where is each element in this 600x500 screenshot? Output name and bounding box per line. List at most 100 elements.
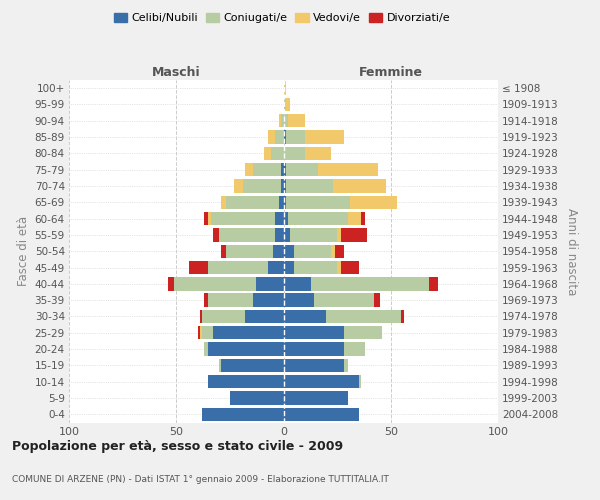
Bar <box>284 358 344 372</box>
Bar <box>284 228 290 241</box>
Bar <box>290 228 337 241</box>
Bar <box>208 294 253 307</box>
Bar <box>202 326 213 340</box>
Bar <box>318 163 378 176</box>
Bar <box>286 98 290 111</box>
Text: Maschi: Maschi <box>152 66 200 79</box>
Bar <box>284 294 314 307</box>
Bar <box>245 310 284 323</box>
Bar <box>275 228 284 241</box>
Bar <box>208 375 284 388</box>
Bar <box>284 180 286 192</box>
Bar <box>284 392 348 404</box>
Bar <box>221 358 284 372</box>
Bar <box>264 146 271 160</box>
Bar <box>284 146 305 160</box>
Bar <box>284 244 294 258</box>
Bar <box>202 310 245 323</box>
Bar <box>286 196 350 209</box>
Bar <box>281 114 284 128</box>
Bar <box>284 98 286 111</box>
Bar <box>230 392 284 404</box>
Bar <box>284 130 286 144</box>
Bar <box>284 114 288 128</box>
Bar <box>221 196 226 209</box>
Bar <box>284 82 286 95</box>
Bar <box>279 114 281 128</box>
Bar <box>221 244 226 258</box>
Bar <box>208 212 211 226</box>
Bar <box>273 244 284 258</box>
Bar <box>226 196 279 209</box>
Bar <box>294 244 331 258</box>
Bar <box>208 261 268 274</box>
Bar <box>271 146 284 160</box>
Text: Popolazione per età, sesso e stato civile - 2009: Popolazione per età, sesso e stato civil… <box>12 440 343 453</box>
Bar <box>284 163 286 176</box>
Bar <box>284 375 359 388</box>
Bar <box>202 408 284 421</box>
Bar <box>331 244 335 258</box>
Bar <box>333 180 386 192</box>
Bar <box>211 212 275 226</box>
Legend: Celibi/Nubili, Coniugati/e, Vedovi/e, Divorziati/e: Celibi/Nubili, Coniugati/e, Vedovi/e, Di… <box>109 8 455 28</box>
Bar <box>256 277 284 290</box>
Bar <box>234 180 243 192</box>
Bar <box>204 294 208 307</box>
Bar <box>284 196 286 209</box>
Bar <box>361 212 365 226</box>
Bar <box>284 408 359 421</box>
Bar <box>275 212 284 226</box>
Bar <box>219 358 221 372</box>
Bar <box>253 294 284 307</box>
Bar <box>294 261 337 274</box>
Bar <box>275 130 284 144</box>
Bar <box>305 130 344 144</box>
Bar <box>314 294 374 307</box>
Bar <box>288 212 348 226</box>
Bar <box>305 146 331 160</box>
Bar <box>279 196 284 209</box>
Bar <box>348 212 361 226</box>
Bar <box>350 196 397 209</box>
Bar <box>284 212 288 226</box>
Bar <box>219 228 275 241</box>
Bar <box>167 277 174 290</box>
Bar <box>281 163 284 176</box>
Bar <box>268 130 275 144</box>
Bar <box>213 326 284 340</box>
Bar <box>204 212 208 226</box>
Bar <box>335 244 344 258</box>
Bar <box>284 277 311 290</box>
Bar <box>189 261 208 274</box>
Bar <box>341 261 359 274</box>
Bar <box>341 228 367 241</box>
Bar <box>226 244 273 258</box>
Bar <box>401 310 404 323</box>
Bar <box>311 277 430 290</box>
Bar <box>200 310 202 323</box>
Text: COMUNE DI ARZENE (PN) - Dati ISTAT 1° gennaio 2009 - Elaborazione TUTTITALIA.IT: COMUNE DI ARZENE (PN) - Dati ISTAT 1° ge… <box>12 476 389 484</box>
Y-axis label: Anni di nascita: Anni di nascita <box>565 208 578 295</box>
Bar <box>284 310 326 323</box>
Bar <box>284 326 344 340</box>
Bar <box>344 342 365 356</box>
Bar <box>286 180 333 192</box>
Bar <box>174 277 256 290</box>
Bar <box>284 342 344 356</box>
Y-axis label: Fasce di età: Fasce di età <box>17 216 31 286</box>
Bar <box>204 342 208 356</box>
Bar <box>253 163 281 176</box>
Bar <box>213 228 219 241</box>
Bar <box>286 130 305 144</box>
Bar <box>344 326 382 340</box>
Bar <box>326 310 401 323</box>
Bar <box>288 114 305 128</box>
Bar <box>200 326 202 340</box>
Bar <box>337 261 341 274</box>
Bar <box>284 261 294 274</box>
Bar <box>430 277 438 290</box>
Bar <box>337 228 341 241</box>
Bar <box>197 326 200 340</box>
Bar <box>374 294 380 307</box>
